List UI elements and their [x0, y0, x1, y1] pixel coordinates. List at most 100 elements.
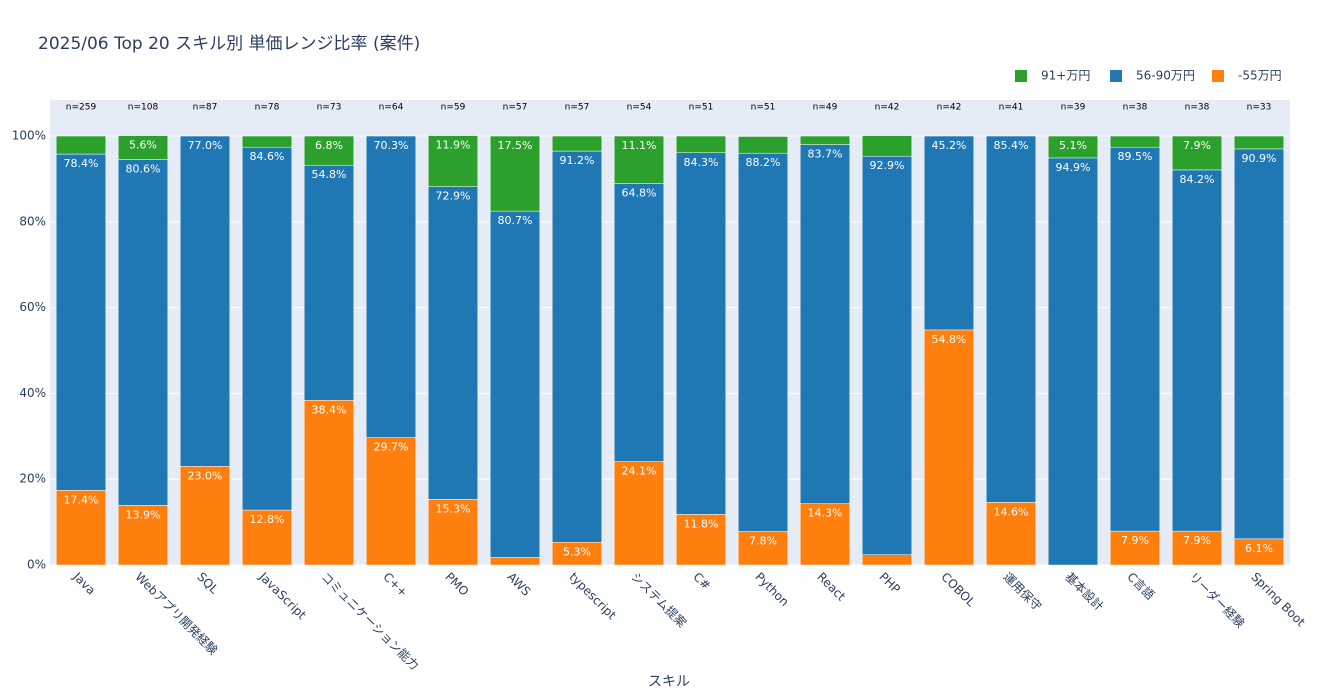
- data-label: 15.3%: [436, 502, 471, 515]
- x-tick-label: COBOL: [938, 570, 978, 610]
- bar-segment: [613, 461, 665, 566]
- data-label: 11.8%: [684, 517, 719, 530]
- data-label: 7.9%: [1121, 534, 1149, 547]
- bar-segment: [613, 135, 665, 184]
- bar-segment: [489, 210, 541, 558]
- x-tick-label: 運用保守: [1000, 570, 1044, 614]
- data-label: 7.8%: [749, 535, 777, 548]
- x-tick-label: C言語: [1124, 569, 1158, 603]
- data-label: 45.2%: [932, 139, 967, 152]
- data-label: 84.3%: [684, 156, 719, 169]
- bar-segment: [1171, 169, 1223, 532]
- bar-annotation: n=38: [1185, 103, 1210, 113]
- y-tick-label: 40%: [19, 386, 46, 400]
- x-tick-label: C#: [690, 570, 713, 593]
- data-label: 17.4%: [64, 493, 99, 506]
- bar-segment: [923, 135, 975, 331]
- bar-annotation: n=108: [128, 103, 159, 113]
- x-tick-label: Spring Boot: [1248, 570, 1308, 630]
- bar-segment: [117, 159, 169, 506]
- legend-swatch: [1015, 70, 1027, 82]
- legend-label: 91+万円: [1041, 69, 1090, 83]
- x-tick-label: C++: [380, 570, 410, 600]
- data-label: 84.2%: [1180, 173, 1215, 186]
- data-label: 24.1%: [622, 465, 657, 478]
- data-label: 78.4%: [64, 157, 99, 170]
- bar-segment: [55, 135, 107, 155]
- bar-segment: [241, 509, 293, 566]
- data-label: 85.4%: [994, 139, 1029, 152]
- x-tick-label: SQL: [194, 570, 221, 597]
- bar-segment: [675, 152, 727, 515]
- bar-annotation: n=54: [627, 103, 652, 113]
- x-tick-label: PMO: [442, 570, 471, 599]
- bar-annotation: n=33: [1247, 103, 1272, 113]
- bar-segment: [737, 136, 789, 154]
- bar-annotation: n=42: [875, 103, 900, 113]
- x-axis-title: スキル: [648, 674, 690, 690]
- bar-annotation: n=87: [193, 103, 218, 113]
- bar-segment: [1047, 135, 1099, 159]
- bar-segment: [117, 505, 169, 566]
- data-label: 14.3%: [808, 507, 843, 520]
- bar-segment: [489, 557, 541, 566]
- data-label: 7.9%: [1183, 139, 1211, 152]
- data-label: 14.6%: [994, 505, 1029, 518]
- bar-segment: [427, 186, 479, 500]
- bar-annotation: n=57: [565, 103, 590, 113]
- legend-swatch: [1212, 70, 1224, 82]
- bar-segment: [1109, 530, 1161, 566]
- bar-segment: [241, 135, 293, 148]
- bar-segment: [427, 499, 479, 566]
- bar-segment: [985, 502, 1037, 566]
- y-tick-label: 20%: [19, 472, 46, 486]
- x-tick-label: JavaScript: [256, 569, 309, 622]
- data-label: 11.9%: [436, 139, 471, 152]
- bar-segment: [861, 135, 913, 157]
- data-label: 83.7%: [808, 148, 843, 161]
- data-label: 29.7%: [374, 441, 409, 454]
- bar-annotation: n=51: [751, 103, 776, 113]
- data-label: 92.9%: [870, 159, 905, 172]
- x-tick-label: AWS: [504, 570, 533, 599]
- bar-segment: [1171, 530, 1223, 566]
- data-label: 91.2%: [560, 154, 595, 167]
- bar-segment: [923, 329, 975, 566]
- data-label: 5.6%: [129, 139, 157, 152]
- bar-segment: [737, 531, 789, 566]
- y-tick-label: 80%: [19, 214, 46, 228]
- bar-annotation: n=51: [689, 103, 714, 113]
- data-label: 17.5%: [498, 139, 533, 152]
- data-label: 94.9%: [1056, 161, 1091, 174]
- bar-segment: [799, 135, 851, 145]
- bar-segment: [117, 135, 169, 160]
- bar-segment: [241, 146, 293, 511]
- bar-segment: [1109, 135, 1161, 148]
- bar-segment: [1233, 148, 1285, 540]
- bar-segment: [1233, 135, 1285, 150]
- bar-segment: [365, 437, 417, 566]
- data-label: 72.9%: [436, 190, 471, 203]
- data-label: 88.2%: [746, 156, 781, 169]
- x-tick-label: typescript: [566, 570, 619, 623]
- bar-annotation: n=73: [317, 103, 342, 113]
- bar-annotation: n=259: [66, 103, 97, 113]
- data-label: 54.8%: [312, 168, 347, 181]
- x-tick-label: PHP: [876, 570, 903, 597]
- bar-segment: [179, 135, 231, 467]
- bar-segment: [303, 164, 355, 401]
- x-tick-label: システム提案: [628, 569, 689, 630]
- bar-annotation: n=78: [255, 103, 280, 113]
- data-label: 89.5%: [1118, 150, 1153, 163]
- bar-segment: [1109, 146, 1161, 532]
- bar-segment: [675, 135, 727, 154]
- data-label: 80.7%: [498, 214, 533, 227]
- bar-segment: [799, 144, 851, 504]
- bar-segment: [861, 155, 913, 555]
- data-label: 12.8%: [250, 513, 285, 526]
- data-label: 6.1%: [1245, 542, 1273, 555]
- data-label: 84.6%: [250, 150, 285, 163]
- data-label: 5.1%: [1059, 139, 1087, 152]
- data-label: 77.0%: [188, 139, 223, 152]
- y-tick-label: 100%: [12, 129, 46, 143]
